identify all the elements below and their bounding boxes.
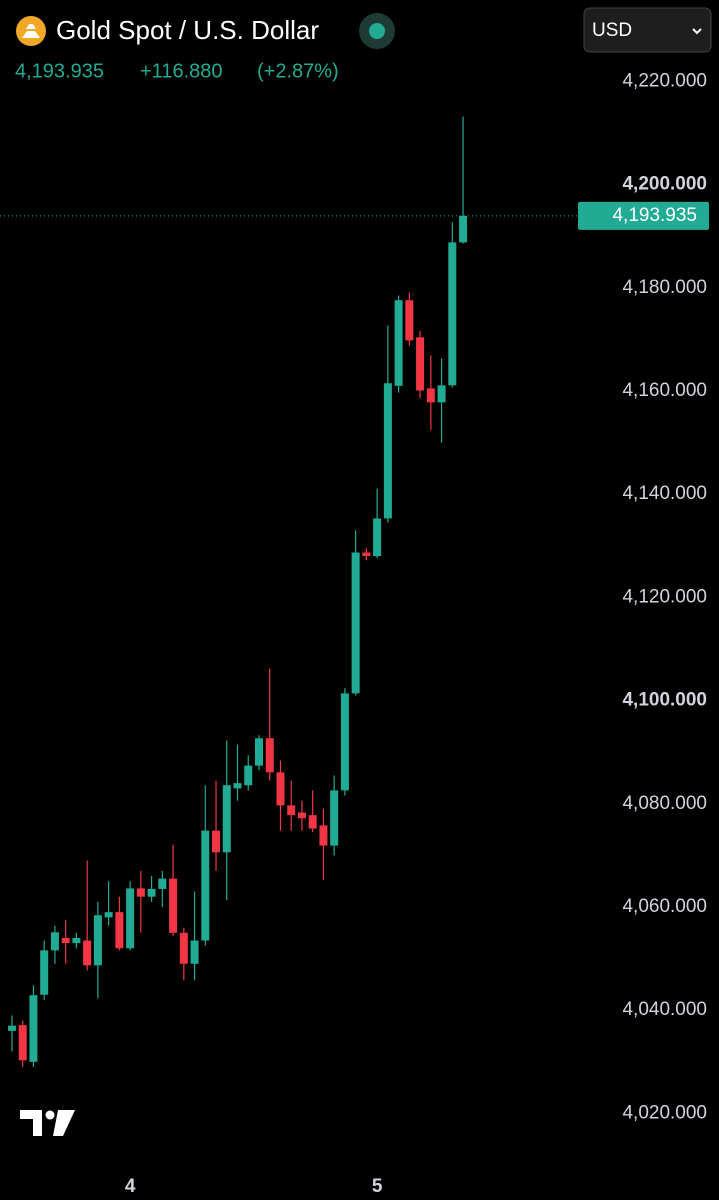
header-change-pct: (+2.87%): [257, 60, 339, 82]
candle-body: [233, 783, 242, 789]
y-tick-label: 4,020.000: [622, 1102, 707, 1123]
y-tick-label: 4,180.000: [622, 277, 707, 298]
candle-body: [61, 937, 70, 944]
candle-body: [158, 878, 167, 889]
candle-body: [319, 825, 328, 846]
candle-body: [373, 518, 382, 557]
candle-body: [212, 830, 221, 853]
candle-body: [201, 830, 210, 941]
y-tick-label: 4,080.000: [622, 793, 707, 814]
candle-body: [7, 1025, 16, 1031]
candle-body: [169, 878, 178, 933]
y-tick-label: 4,140.000: [622, 483, 707, 504]
y-tick-label: 4,060.000: [622, 896, 707, 917]
candle-body: [222, 785, 231, 853]
y-tick-label: 4,120.000: [622, 586, 707, 607]
candle-body: [297, 812, 306, 819]
candle-body: [383, 383, 392, 519]
candle-body: [72, 937, 81, 944]
y-tick-label: 4,100.000: [622, 690, 707, 711]
candle-body: [287, 805, 296, 816]
candle-body: [394, 300, 403, 386]
header-change: +116.880: [140, 60, 223, 82]
symbol-title: Gold Spot / U.S. Dollar: [56, 15, 319, 45]
candle-body: [126, 888, 135, 949]
status-dot: [369, 23, 385, 39]
candle-body: [459, 215, 468, 243]
y-tick-label: 4,040.000: [622, 999, 707, 1020]
candle-body: [83, 940, 92, 966]
candle-body: [416, 337, 425, 391]
candle-body: [29, 995, 38, 1062]
candle-body: [40, 950, 49, 995]
y-tick-label: 4,160.000: [622, 380, 707, 401]
currency-select[interactable]: [583, 7, 712, 53]
candle-body: [426, 388, 435, 403]
candle-body: [351, 552, 360, 694]
candle-body: [147, 888, 156, 897]
header-price: 4,193.935: [15, 60, 104, 82]
candle-body: [405, 300, 414, 341]
candle-body: [136, 888, 145, 897]
candle-body: [50, 932, 59, 951]
candle-body: [244, 765, 253, 786]
candle-body: [265, 738, 274, 773]
candle-body: [437, 385, 446, 403]
gold-bars: [22, 24, 40, 38]
candle-body: [340, 693, 349, 791]
candle-body: [115, 912, 124, 949]
candle-body: [362, 552, 371, 557]
dropdown-arrow: [692, 28, 702, 35]
candle-body: [308, 815, 317, 829]
x-tick-label: 5: [372, 1176, 383, 1197]
candle-body: [330, 790, 339, 846]
candle-body: [18, 1025, 27, 1061]
candle-body: [93, 915, 102, 966]
last-price-box: [578, 201, 709, 230]
candle-body: [179, 932, 188, 964]
candle-body: [254, 738, 263, 766]
candle-body: [276, 772, 285, 806]
y-tick-label: 4,200.000: [622, 174, 707, 195]
candle-body: [448, 242, 457, 386]
y-tick-label: 4,220.000: [622, 70, 707, 91]
candle-body: [190, 940, 199, 964]
x-tick-label: 4: [125, 1176, 136, 1197]
currency-label: USD: [592, 20, 632, 41]
tv-logo: [20, 1110, 75, 1136]
candle-body: [104, 912, 113, 918]
last-price-label: 4,193.935: [612, 205, 697, 226]
